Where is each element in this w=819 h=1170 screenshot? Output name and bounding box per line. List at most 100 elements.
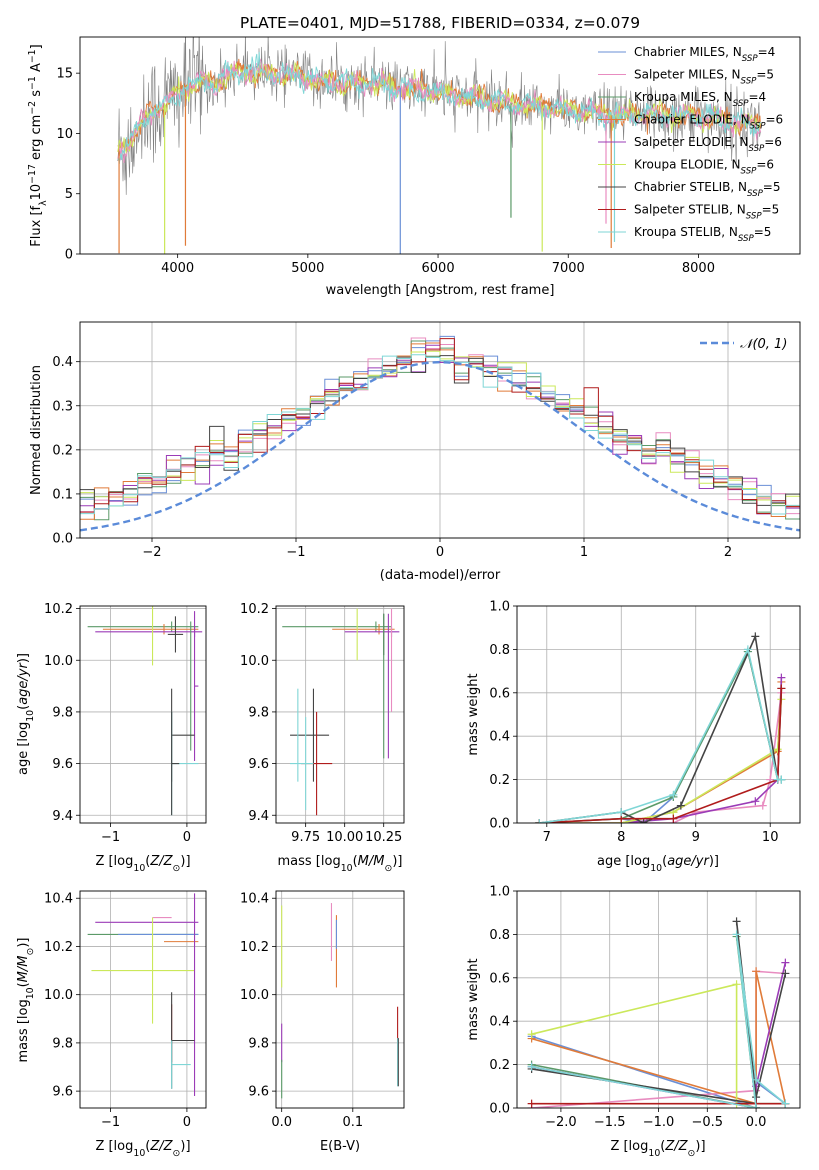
weight-line-chabrier_miles — [539, 649, 782, 823]
weight-marker — [752, 1075, 761, 1084]
y-tick-label: 10.0 — [44, 654, 73, 669]
spectrum-ylabel-part: −17 — [27, 164, 38, 184]
legend-label-part: =4 — [749, 90, 767, 104]
legend-label-part: SSP — [746, 212, 763, 222]
mass_vs_z-plot-area — [87, 893, 199, 1096]
weight-line-kroupa_miles — [539, 649, 782, 823]
spectrum-ylabel: Flux [fλ10−17 erg cm−2 s−1 A−1] — [27, 44, 49, 246]
y-tick-label: 10.0 — [44, 988, 73, 1003]
legend-label-part: Kroupa ELODIE, N — [634, 158, 741, 172]
x-tick-label: 1 — [580, 545, 588, 560]
y-tick-label: 10.4 — [44, 892, 73, 907]
legend-label: Chabrier MILES, NSSP=4 — [634, 45, 775, 64]
weight-marker — [527, 1099, 536, 1108]
spectrum-panel: 4000 5000 6000 7000 8000 0 5 10 15 — [56, 36, 801, 276]
spectrum-ylabel-part: −1 — [27, 76, 38, 90]
age-z-xlabel: Z [log10(Z/Z⊙)] — [95, 854, 190, 874]
x-tick-label: −2 — [142, 545, 161, 560]
legend-label-part: =6 — [756, 158, 774, 172]
weight-marker — [781, 969, 790, 978]
x-tick-label: 10.25 — [365, 830, 402, 845]
weight-z-xlabel: Z [log10(Z/Z⊙)] — [610, 1139, 705, 1159]
weight-marker — [773, 745, 782, 754]
age-ylabel-part: 10 — [25, 710, 36, 722]
weight-marker — [639, 819, 648, 823]
spectrum-ylabel-part: λ — [38, 200, 49, 206]
legend-label-part: SSP — [748, 144, 765, 154]
y-tick-label: 0.4 — [489, 730, 510, 745]
x-tick-label: 9.75 — [291, 830, 320, 845]
mass-z-xlabel-part: Z/Z — [149, 1139, 173, 1154]
x-tick-label: −1 — [286, 545, 305, 560]
legend-label-part: =5 — [763, 180, 781, 194]
residuals-ylabel: Normed distribution — [29, 365, 44, 495]
weight-age-xlabel-part: )] — [709, 854, 719, 869]
age_vs_mass-panel: 9.75 10.00 10.25 9.4 9.6 9.8 10.0 10.2 — [240, 602, 405, 845]
y-tick-label: 0 — [65, 248, 73, 263]
massweight_vs_z-plot-area — [527, 917, 790, 1108]
x-tick-label: 6000 — [422, 261, 455, 276]
y-tick-label: 9.8 — [248, 1036, 269, 1051]
x-tick-label: 10 — [762, 830, 779, 845]
weight-marker — [676, 801, 685, 810]
legend-label-part: =5 — [756, 68, 774, 82]
age_vs_z-panel: −1 0 9.4 9.6 9.8 10.0 10.2 — [44, 602, 207, 845]
mass_vs_ebv-plot-area — [281, 903, 399, 1099]
legend-label-part: =5 — [762, 203, 780, 217]
y-tick-label: 9.8 — [52, 1036, 73, 1051]
spectrum-ylabel-part: Flux [f — [29, 205, 44, 246]
age-mass-xlabel-part: M/M — [358, 854, 385, 869]
mass-z-xlabel-part: ⊙ — [173, 1148, 181, 1159]
axes-frame — [79, 36, 801, 255]
weight-marker — [732, 980, 741, 989]
y-tick-label: 0.8 — [489, 928, 510, 943]
massweight_vs_age-ylabel: mass weight — [466, 673, 481, 755]
x-tick-label: 8000 — [682, 261, 715, 276]
legend-label-part: SSP — [741, 77, 758, 87]
mass-ylabel-part: ( — [16, 982, 31, 987]
weight-age-xlabel-part: age/yr — [667, 854, 710, 869]
weight-age-xlabel: age [log10(age/yr)] — [597, 854, 719, 874]
age-z-xlabel-part: )] — [180, 854, 190, 869]
massweight_vs_z-panel: −2.0 −1.5 −1.0 −0.5 0.0 0.0 0.2 0.4 0.6 0.8 1.0 — [489, 885, 801, 1130]
spectrum-ylabel-part: 10 — [29, 184, 44, 201]
y-tick-label: 0.2 — [52, 443, 73, 458]
mass-ylabel-part: M/M — [16, 956, 31, 983]
y-tick-label: 10.2 — [240, 602, 269, 617]
residuals-xlabel: (data-model)/error — [380, 568, 501, 583]
massweight_vs_age-panel: 7 8 9 10 0.0 0.2 0.4 0.6 0.8 1.0 — [489, 600, 801, 845]
mass-z-xlabel-part: 10 — [133, 1148, 145, 1159]
y-tick-label: 0.3 — [52, 399, 73, 414]
mass-ylabel-part: )] — [16, 938, 31, 948]
weight-marker — [669, 790, 678, 799]
weight-marker — [527, 1030, 536, 1039]
weight-marker — [777, 775, 786, 784]
observed-spectrum — [117, 37, 762, 195]
weight-marker — [751, 632, 760, 641]
y-tick-label: 10 — [56, 127, 73, 142]
age-z-xlabel-part: ( — [145, 854, 150, 869]
y-tick-label: 0.6 — [489, 971, 510, 986]
weight-marker — [669, 814, 678, 823]
y-tick-label: 9.6 — [52, 757, 73, 772]
legend-label-part: Salpeter ELODIE, N — [634, 135, 748, 149]
x-tick-label: 0 — [183, 1115, 191, 1130]
age-mass-xlabel-part: ⊙ — [384, 863, 392, 874]
legend-label-part: =5 — [754, 225, 772, 239]
y-tick-label: 0.2 — [489, 773, 510, 788]
x-tick-label: 0.0 — [271, 1115, 292, 1130]
axes-frame — [79, 605, 207, 824]
age-ylabel-part: ( — [16, 705, 31, 710]
residuals-plot-area — [80, 335, 800, 538]
weight-age-xlabel-part: ( — [662, 854, 667, 869]
figure-title: PLATE=0401, MJD=51788, FIBERID=0334, z=0… — [240, 14, 640, 32]
y-tick-label: 9.6 — [248, 1085, 269, 1100]
x-tick-label: 0.0 — [746, 1115, 767, 1130]
age-ylabel-part: age/yr — [16, 661, 31, 704]
y-tick-label: 0.0 — [52, 532, 73, 547]
spectrum-xlabel: wavelength [Angstrom, rest frame] — [326, 283, 555, 298]
weight-marker — [758, 801, 767, 810]
x-tick-label: −2.0 — [545, 1115, 577, 1130]
mass-z-xlabel-part: ( — [145, 1139, 150, 1154]
spectrum-ylabel-part: ] — [29, 44, 44, 49]
